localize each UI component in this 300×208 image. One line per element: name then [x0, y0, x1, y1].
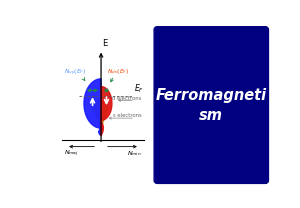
Polygon shape	[95, 100, 107, 128]
Text: E: E	[102, 39, 107, 48]
Text: sm: sm	[199, 108, 223, 123]
Text: $E_F$: $E_F$	[134, 83, 144, 95]
Polygon shape	[84, 79, 101, 136]
Text: $N_{up}(E_F)$: $N_{up}(E_F)$	[64, 68, 86, 78]
Text: Ferromagneti: Ferromagneti	[156, 88, 267, 103]
FancyBboxPatch shape	[154, 27, 268, 183]
Text: d electrons: d electrons	[112, 96, 141, 101]
Text: $N_{maj}$: $N_{maj}$	[64, 149, 79, 159]
Text: s electrons: s electrons	[112, 113, 141, 118]
Text: $N_{min}$: $N_{min}$	[128, 149, 142, 158]
Text: $N_{dn}(E_F)$: $N_{dn}(E_F)$	[107, 67, 129, 76]
Polygon shape	[101, 87, 112, 136]
